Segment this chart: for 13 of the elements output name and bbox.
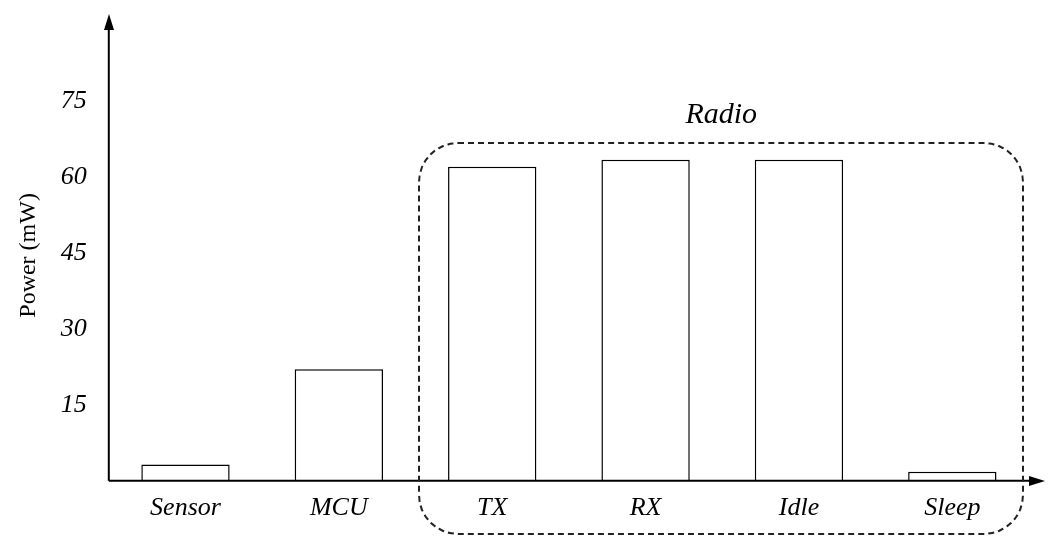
- y-axis-title: Power (mW): [13, 193, 40, 318]
- annotation: Radio: [684, 95, 758, 129]
- y-tick-label: 30: [59, 312, 87, 342]
- x-tick-label: Sensor: [150, 492, 222, 522]
- x-tick-label: TX: [477, 492, 509, 522]
- y-tick-label: 15: [60, 388, 87, 418]
- x-tick-label: MCU: [308, 492, 370, 522]
- y-tick-label: 45: [60, 236, 87, 266]
- y-tick-label: 60: [60, 160, 87, 190]
- x-tick-label: Idle: [777, 492, 820, 522]
- x-tick-label: Sleep: [924, 492, 981, 522]
- x-tick-label: RX: [628, 492, 663, 522]
- y-tick-label: 75: [60, 84, 87, 114]
